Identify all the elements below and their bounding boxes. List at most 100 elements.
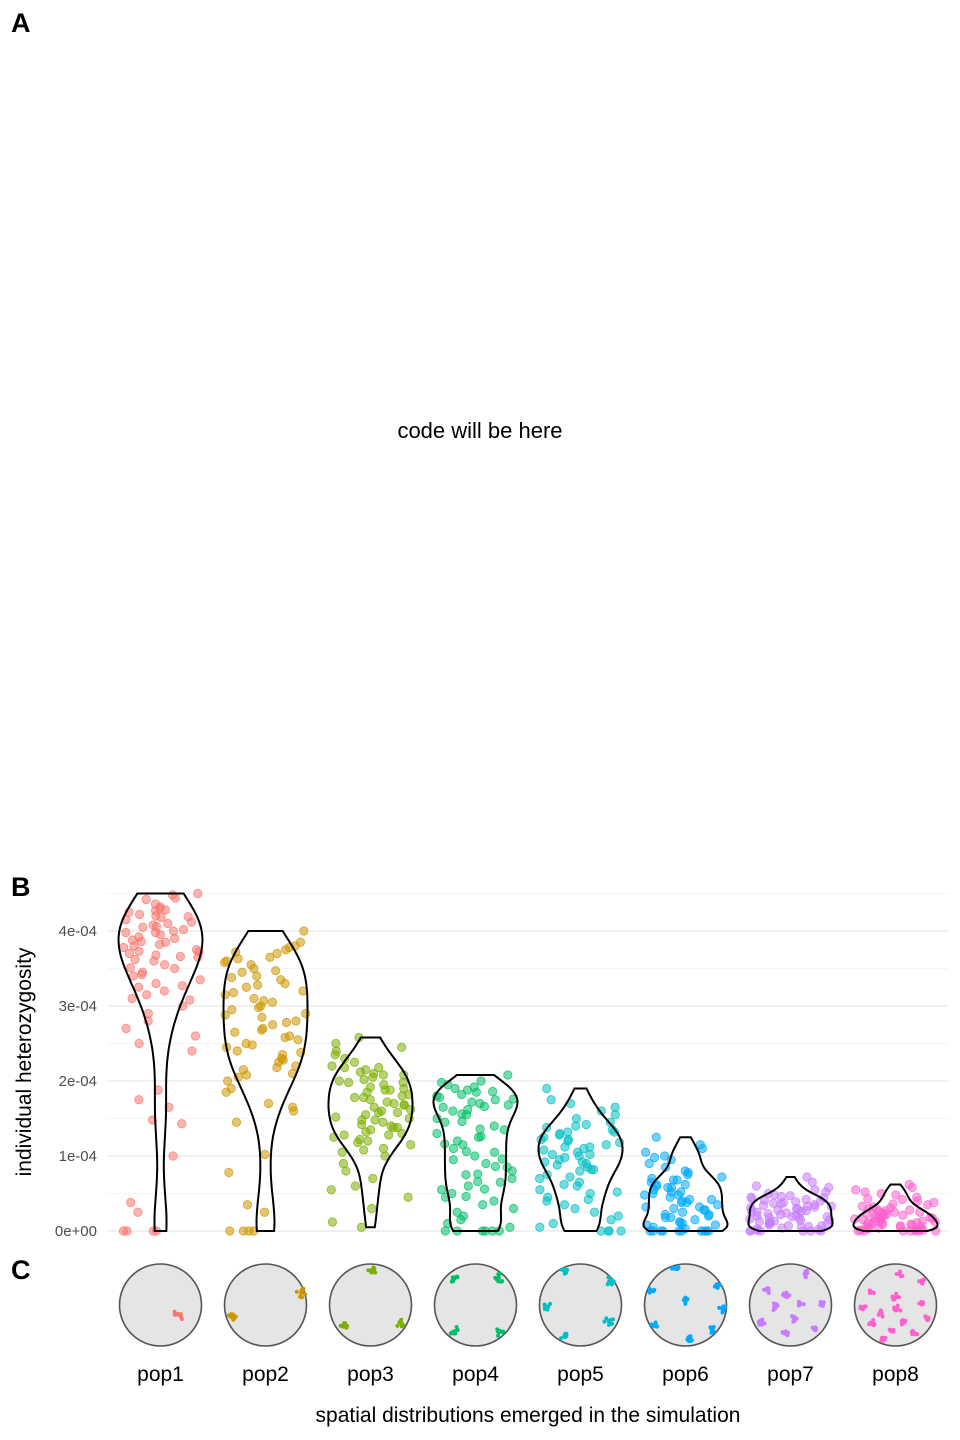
data-point — [183, 912, 193, 922]
data-point — [613, 1211, 623, 1221]
data-point — [704, 1209, 714, 1220]
data-point — [461, 1146, 472, 1157]
violin-pop8 — [852, 1183, 939, 1232]
data-point — [349, 1057, 360, 1067]
data-point — [680, 1179, 690, 1190]
data-point — [339, 1130, 349, 1140]
data-point — [641, 1147, 651, 1157]
data-point — [133, 1207, 143, 1217]
spatial-point — [226, 1313, 231, 1318]
spatial-point — [299, 1288, 304, 1293]
spatial-point — [712, 1284, 717, 1289]
data-point — [438, 1102, 448, 1112]
spatial-point — [369, 1269, 374, 1274]
data-point — [259, 996, 269, 1006]
data-point — [697, 1143, 708, 1154]
data-point — [370, 1115, 380, 1125]
data-point — [606, 1215, 616, 1225]
spatial-map-pop5 — [538, 1263, 623, 1347]
data-point — [481, 1158, 491, 1169]
data-point — [858, 1215, 868, 1225]
spatial-point — [338, 1323, 343, 1328]
spatial-point — [785, 1294, 790, 1299]
data-point — [913, 1196, 923, 1206]
data-point — [583, 1194, 593, 1205]
data-point — [175, 951, 186, 962]
data-point — [195, 975, 205, 985]
spatial-point — [760, 1320, 765, 1325]
y-axis-title: individual heterozygosity — [13, 947, 36, 1176]
violin-pop4 — [432, 1074, 519, 1232]
data-point — [380, 1151, 390, 1161]
data-point — [374, 1062, 384, 1073]
data-point — [353, 1137, 363, 1148]
data-point — [244, 1226, 254, 1236]
data-point — [280, 978, 290, 989]
data-point — [437, 1185, 447, 1195]
spatial-point — [607, 1319, 612, 1324]
spatial-point — [903, 1318, 908, 1323]
spatial-point — [876, 1312, 881, 1317]
data-point — [783, 1221, 793, 1231]
data-point — [237, 967, 247, 977]
violin-pop6 — [642, 1136, 729, 1232]
spatial-point — [878, 1308, 883, 1313]
data-point — [392, 1122, 403, 1133]
data-point — [257, 1012, 267, 1022]
spatial-point — [606, 1275, 611, 1280]
data-point — [663, 1182, 673, 1193]
data-point — [378, 1070, 389, 1080]
data-point — [461, 1170, 471, 1180]
data-point — [649, 1152, 660, 1163]
data-point — [221, 1087, 231, 1097]
spatial-point — [496, 1333, 501, 1338]
data-point — [232, 1046, 242, 1056]
data-point — [228, 987, 239, 998]
spatial-point — [604, 1316, 609, 1321]
spatial-point — [723, 1304, 728, 1309]
data-point — [712, 1200, 723, 1210]
data-point — [150, 906, 161, 916]
data-point — [397, 1042, 407, 1052]
data-point — [763, 1209, 773, 1219]
data-point — [340, 1053, 350, 1064]
data-point — [456, 1215, 466, 1225]
data-point — [337, 1147, 347, 1157]
spatial-point — [563, 1270, 568, 1275]
spatial-point — [496, 1329, 501, 1334]
spatial-point — [651, 1289, 656, 1294]
data-point — [548, 1218, 558, 1229]
data-point — [552, 1160, 562, 1170]
spatial-point — [717, 1305, 722, 1310]
data-point — [378, 1143, 389, 1154]
data-point — [710, 1220, 721, 1230]
data-point — [141, 894, 151, 905]
data-point — [278, 1055, 288, 1065]
data-point — [138, 922, 148, 932]
spatial-point — [372, 1266, 377, 1271]
violin-pop1 — [117, 892, 204, 1232]
spatial-point — [602, 1319, 607, 1324]
panel-label-b: B — [11, 872, 31, 902]
data-point — [503, 1100, 513, 1110]
data-point — [717, 1172, 727, 1182]
data-point — [227, 1005, 237, 1015]
spatial-point — [172, 1309, 177, 1314]
grid-lines — [108, 893, 948, 1232]
data-point — [863, 1194, 873, 1204]
data-point — [349, 1092, 360, 1103]
data-point — [571, 1113, 581, 1124]
spatial-point — [294, 1289, 299, 1294]
x-tick-label-pop1: pop1 — [137, 1363, 184, 1386]
data-point — [272, 948, 282, 959]
data-point — [672, 1175, 682, 1185]
spatial-point — [772, 1301, 777, 1306]
data-point — [489, 1196, 499, 1206]
data-point — [610, 1110, 620, 1120]
data-point — [137, 969, 147, 980]
data-point — [150, 927, 161, 938]
spatial-point — [299, 1291, 304, 1296]
data-point — [361, 1127, 371, 1137]
data-point — [490, 1095, 500, 1105]
data-point — [769, 1216, 780, 1226]
